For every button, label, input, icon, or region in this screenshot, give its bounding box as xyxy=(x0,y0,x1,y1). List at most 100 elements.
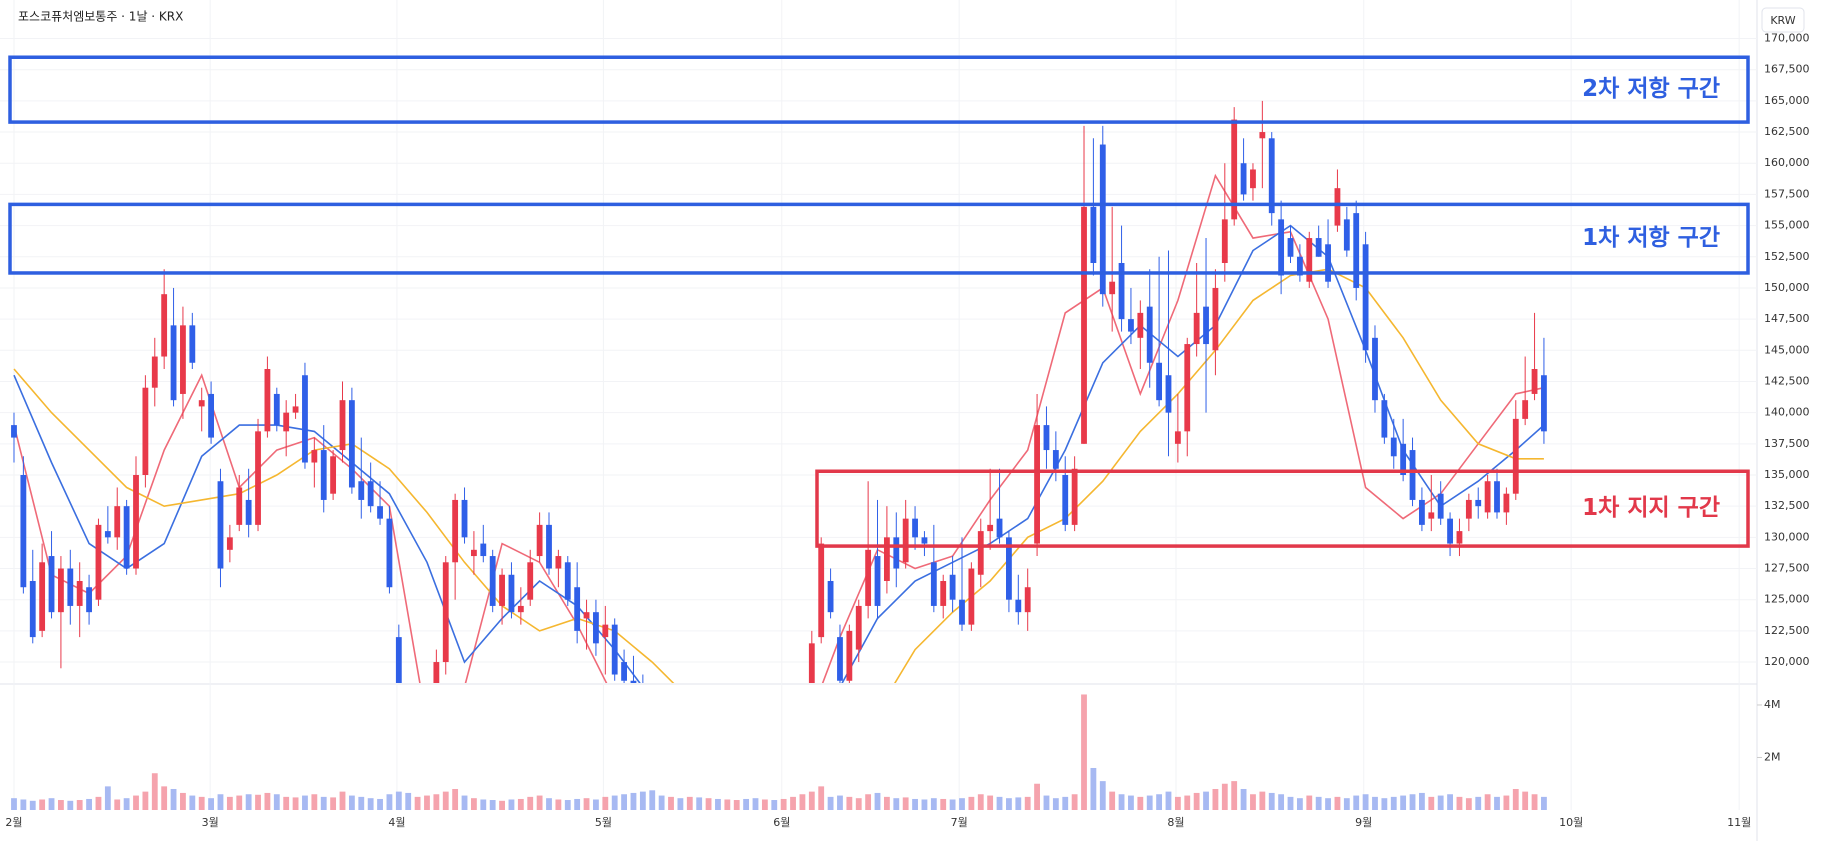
candle-body xyxy=(264,368,271,432)
moving-average-line xyxy=(13,173,1545,683)
x-tick-label: 2월 xyxy=(5,816,22,829)
candle-body xyxy=(1315,238,1322,257)
volume-bar xyxy=(302,795,308,810)
volume-bar xyxy=(1372,796,1378,810)
candle-body xyxy=(1221,219,1228,264)
candle-body xyxy=(1081,206,1087,444)
candle-body xyxy=(902,518,909,563)
volume-bar xyxy=(1531,794,1538,810)
volume-bar xyxy=(630,792,637,810)
volume-bar xyxy=(320,796,327,810)
volume-bar xyxy=(996,796,1003,810)
candle-body xyxy=(1278,219,1285,276)
y-tick-label: 160,000 xyxy=(1764,156,1810,169)
volume-tick-label: 4M xyxy=(1764,698,1781,711)
candle-body xyxy=(855,605,862,650)
candle-body xyxy=(611,624,618,675)
candle-body xyxy=(499,574,505,606)
candle-body xyxy=(1409,450,1416,500)
moving-average-line xyxy=(13,224,1545,683)
candle-body xyxy=(977,531,984,575)
candle-body xyxy=(377,506,383,519)
y-tick-label: 132,500 xyxy=(1764,499,1810,512)
volume-bar xyxy=(151,773,158,810)
volume-bar xyxy=(696,797,703,810)
volume-bar xyxy=(189,795,196,810)
currency-label[interactable]: KRW xyxy=(1770,14,1795,27)
candle-body xyxy=(1381,400,1388,438)
candle-body xyxy=(1296,256,1303,276)
candle-body xyxy=(883,537,890,581)
candle-body xyxy=(386,518,393,588)
volume-bar xyxy=(358,796,365,810)
volume-bar xyxy=(555,799,562,810)
y-tick-label: 137,500 xyxy=(1764,437,1810,450)
x-tick-label: 10월 xyxy=(1559,816,1583,829)
candle-body xyxy=(1419,499,1425,525)
volume-bar xyxy=(546,798,552,810)
volume-bar xyxy=(1381,798,1388,810)
candle-body xyxy=(1146,306,1153,363)
volume-bar xyxy=(58,800,64,810)
candle-body xyxy=(1484,481,1491,513)
candle-body xyxy=(1259,132,1266,139)
volume-bar xyxy=(715,798,721,810)
volume-bar xyxy=(339,791,346,810)
candle-body xyxy=(1503,493,1510,513)
volume-bar xyxy=(1156,794,1163,810)
candle-body xyxy=(180,325,186,394)
x-tick-label: 6월 xyxy=(773,816,790,829)
candle-body xyxy=(1203,306,1209,345)
volume-bar xyxy=(1174,796,1181,810)
x-tick-label: 5월 xyxy=(595,816,612,829)
zone-box xyxy=(815,469,1750,548)
volume-bar xyxy=(292,797,299,810)
volume-bar xyxy=(1437,795,1444,810)
volume-bar xyxy=(1456,796,1463,810)
candle-body xyxy=(245,499,252,525)
volume-bar xyxy=(1212,788,1219,810)
volume-bar xyxy=(161,786,168,810)
candle-body xyxy=(818,543,825,638)
volume-bar xyxy=(48,798,55,810)
candle-body xyxy=(1240,163,1247,195)
candle-body xyxy=(480,543,487,557)
volume-bar xyxy=(977,794,984,810)
volume-bar xyxy=(1465,798,1472,810)
y-tick-label: 162,500 xyxy=(1764,125,1810,138)
y-tick-label: 140,000 xyxy=(1764,406,1810,419)
volume-bar xyxy=(1315,796,1322,810)
candle-body xyxy=(114,506,121,538)
volume-bar xyxy=(855,798,862,810)
candle-body xyxy=(311,450,318,463)
volume-bar xyxy=(527,796,534,810)
volume-bar xyxy=(780,798,787,810)
volume-bar xyxy=(1034,783,1040,810)
volume-bar xyxy=(837,795,843,810)
candle-body xyxy=(29,580,36,638)
zone-label: 1차 저항 구간 xyxy=(1582,225,1720,251)
candle-body xyxy=(330,456,337,494)
volume-bar xyxy=(180,792,186,810)
candle-body xyxy=(1118,263,1125,320)
candle-body xyxy=(1437,493,1444,519)
chart-title: 포스코퓨처엠보통주 · 1날 · KRX xyxy=(18,10,183,24)
candle-body xyxy=(1475,499,1482,507)
currency-button[interactable] xyxy=(1761,7,1805,33)
x-tick-label: 9월 xyxy=(1355,816,1372,829)
candle-body xyxy=(236,487,243,525)
y-tick-label: 170,000 xyxy=(1764,32,1810,45)
candle-body xyxy=(921,537,928,544)
volume-bar xyxy=(1334,796,1341,810)
volume-bar xyxy=(1146,795,1153,810)
volume-bar xyxy=(226,796,233,810)
volume-bar xyxy=(395,791,402,810)
volume-bar xyxy=(1494,796,1500,810)
candle-body xyxy=(546,524,552,569)
y-tick-label: 127,500 xyxy=(1764,562,1810,575)
candle-body xyxy=(1428,512,1435,519)
candle-body xyxy=(1090,206,1097,264)
volume-bar xyxy=(743,798,750,810)
volume-bar xyxy=(461,795,468,810)
candle-body xyxy=(442,562,449,663)
